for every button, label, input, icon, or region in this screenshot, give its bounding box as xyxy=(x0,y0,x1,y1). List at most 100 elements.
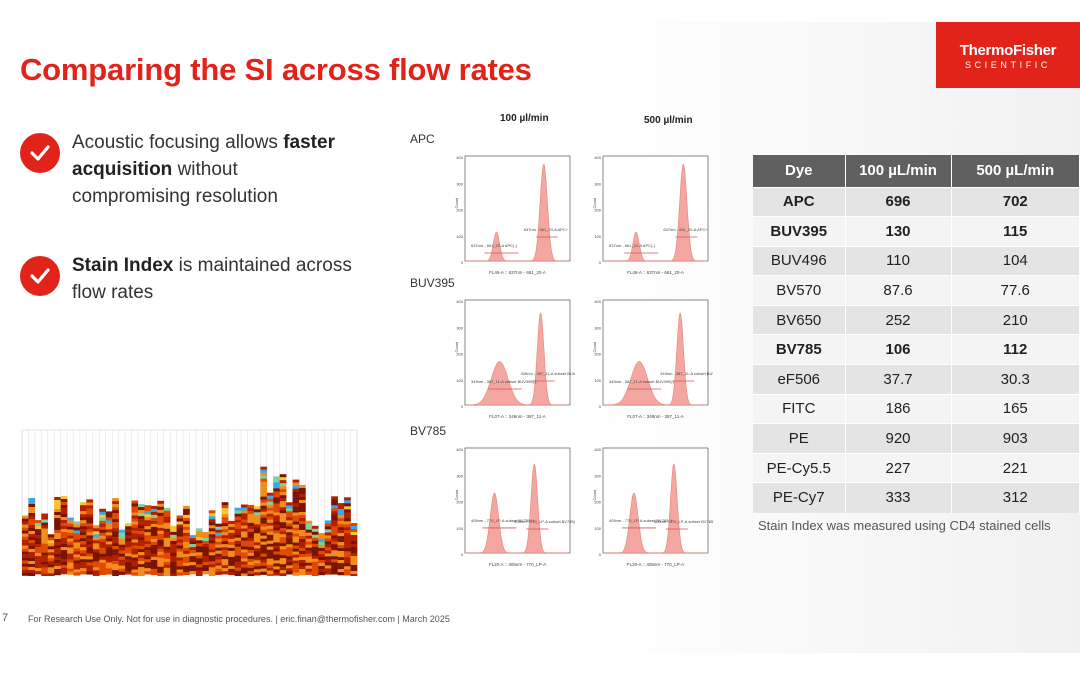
svg-text:300: 300 xyxy=(456,473,463,478)
svg-text:300: 300 xyxy=(456,181,463,186)
bullet-text: Acoustic focusing allows faster acquisit… xyxy=(72,132,335,207)
logo-line2: SCIENTIFIC xyxy=(964,60,1051,70)
row-label-apc: APC xyxy=(410,132,435,146)
footer-disclaimer: For Research Use Only. Not for use in di… xyxy=(28,614,450,624)
svg-text:Count: Count xyxy=(455,489,459,501)
table-row: BV570 87.6 77.6 xyxy=(753,275,1080,306)
row-label-bv785: BV785 xyxy=(410,424,447,438)
svg-text:100: 100 xyxy=(594,234,601,239)
histogram-panel: 349nm - 387_11-A subset BUV395(-) 349nm -… xyxy=(593,299,713,419)
svg-text:FL46-A :: 637nm - 661_20-A: FL46-A :: 637nm - 661_20-A xyxy=(489,270,546,275)
svg-text:637nm - 661_20-A APC+: 637nm - 661_20-A APC+ xyxy=(663,227,708,232)
table-row: BV785 106 112 xyxy=(753,334,1080,365)
svg-text:400: 400 xyxy=(456,299,463,304)
cell-500: 312 xyxy=(951,482,1080,513)
cell-100: 186 xyxy=(845,393,952,424)
cell-100: 87.6 xyxy=(845,275,952,306)
svg-text:Count: Count xyxy=(455,341,459,353)
svg-text:200: 200 xyxy=(594,208,601,213)
bullet-acoustic-focusing: Acoustic focusing allows faster acquisit… xyxy=(20,132,360,210)
page-number: 7 xyxy=(2,612,9,624)
cell-dye: eF506 xyxy=(753,364,846,395)
svg-text:400: 400 xyxy=(594,447,601,452)
table-row: APC 696 702 xyxy=(753,186,1080,217)
cell-500: 210 xyxy=(951,304,1080,335)
svg-text:FL07-A :: 349nm - 387_11-A: FL07-A :: 349nm - 387_11-A xyxy=(489,414,545,419)
svg-text:349nm - 387_11-A subset BUV395: 349nm - 387_11-A subset BUV395(-) xyxy=(609,379,675,384)
svg-text:0: 0 xyxy=(461,552,464,557)
cell-500: 115 xyxy=(951,216,1080,247)
svg-text:349nm - 387_11-A subset BUV395: 349nm - 387_11-A subset BUV395+ xyxy=(521,371,575,376)
svg-text:400: 400 xyxy=(456,447,463,452)
svg-text:405nm - 770_LP-A subset BV785(: 405nm - 770_LP-A subset BV785(-) xyxy=(609,518,673,523)
svg-text:200: 200 xyxy=(456,352,463,357)
svg-text:0: 0 xyxy=(599,404,602,409)
svg-text:Count: Count xyxy=(593,341,597,353)
histogram-panel: 637nm - 661_20-A APC(-) 637nm - 661_20-A … xyxy=(593,155,708,275)
svg-text:400: 400 xyxy=(594,299,601,304)
svg-text:200: 200 xyxy=(594,500,601,505)
cell-500: 702 xyxy=(951,186,1080,217)
svg-text:400: 400 xyxy=(456,155,463,160)
cell-dye: BV785 xyxy=(753,334,846,365)
table-row: eF506 37.7 30.3 xyxy=(753,364,1080,395)
bullet-stain-index: Stain Index is maintained across flow ra… xyxy=(20,255,360,306)
svg-text:200: 200 xyxy=(594,352,601,357)
svg-text:FL07-A :: 349nm - 387_11-A: FL07-A :: 349nm - 387_11-A xyxy=(627,414,683,419)
svg-text:637nm - 661_20-A APC+: 637nm - 661_20-A APC+ xyxy=(524,227,569,232)
svg-text:400: 400 xyxy=(594,155,601,160)
table-row: BUV496 110 104 xyxy=(753,245,1080,276)
histogram-panel: 637nm - 661_20-A APC(-) 637nm - 661_20-A … xyxy=(455,155,571,275)
svg-text:100: 100 xyxy=(456,378,463,383)
cell-500: 104 xyxy=(951,245,1080,276)
cell-500: 77.6 xyxy=(951,275,1080,306)
cell-500: 30.3 xyxy=(951,364,1080,395)
table-header-row: Dye 100 µL/min 500 µL/min xyxy=(753,155,1080,187)
histogram-panel: 349nm - 387_11-A subset BUV395(-) 349nm -… xyxy=(455,299,575,419)
svg-text:FL20-A :: 405nm - 770_LP-A: FL20-A :: 405nm - 770_LP-A xyxy=(627,562,684,567)
svg-text:200: 200 xyxy=(456,208,463,213)
svg-text:300: 300 xyxy=(456,325,463,330)
cell-100: 252 xyxy=(845,304,952,335)
header-500: 500 µL/min xyxy=(951,155,1080,187)
header-100: 100 µL/min xyxy=(845,155,952,187)
svg-text:300: 300 xyxy=(594,325,601,330)
svg-text:300: 300 xyxy=(594,473,601,478)
svg-text:100: 100 xyxy=(594,526,601,531)
bullet-text: Stain Index is maintained across flow ra… xyxy=(72,255,352,303)
svg-text:Count: Count xyxy=(455,197,459,209)
row-label-buv395: BUV395 xyxy=(410,276,455,290)
slide-title: Comparing the SI across flow rates xyxy=(20,52,532,87)
svg-text:349nm - 387_11-A subset BUV395: 349nm - 387_11-A subset BUV395+ xyxy=(660,371,713,376)
thermofisher-logo: ThermoFisher SCIENTIFIC xyxy=(936,22,1080,88)
table-row: BV650 252 210 xyxy=(753,304,1080,335)
svg-text:405nm - 770_LP-A subset BV785(: 405nm - 770_LP-A subset BV785(+) xyxy=(514,519,575,524)
slide: Comparing the SI across flow rates Therm… xyxy=(0,22,1080,653)
table-row: FITC 186 165 xyxy=(753,393,1080,424)
svg-text:637nm - 661_20-A APC(-): 637nm - 661_20-A APC(-) xyxy=(609,243,656,248)
svg-text:405nm - 770_LP-A subset BV785(: 405nm - 770_LP-A subset BV785(-) xyxy=(471,518,535,523)
svg-text:200: 200 xyxy=(456,500,463,505)
table-footnote: Stain Index was measured using CD4 stain… xyxy=(758,518,1051,533)
column-header-100: 100 µl/min xyxy=(500,113,549,124)
cell-100: 110 xyxy=(845,245,952,276)
histogram-panel: 405nm - 770_LP-A subset BV785(-)405nm - … xyxy=(593,447,713,567)
column-header-500: 500 µl/min xyxy=(644,115,693,126)
svg-text:100: 100 xyxy=(456,526,463,531)
checkmark-icon xyxy=(20,256,60,296)
cell-dye: PE xyxy=(753,423,846,454)
svg-text:405nm - 770_LP-A subset BV785(: 405nm - 770_LP-A subset BV785(+) xyxy=(654,519,713,524)
cell-500: 112 xyxy=(951,334,1080,365)
table-row: BUV395 130 115 xyxy=(753,216,1080,247)
cell-dye: BV650 xyxy=(753,304,846,335)
table-row: PE 920 903 xyxy=(753,423,1080,454)
cell-100: 130 xyxy=(845,216,952,247)
svg-text:0: 0 xyxy=(599,260,602,265)
histogram-panel: 405nm - 770_LP-A subset BV785(-)405nm - … xyxy=(455,447,575,567)
checkmark-icon xyxy=(20,133,60,173)
cell-100: 227 xyxy=(845,452,952,483)
cell-dye: APC xyxy=(753,186,846,217)
spectral-heatmap-image xyxy=(21,429,358,576)
svg-text:349nm - 387_11-A subset BUV395: 349nm - 387_11-A subset BUV395(-) xyxy=(471,379,537,384)
svg-text:Count: Count xyxy=(593,197,597,209)
